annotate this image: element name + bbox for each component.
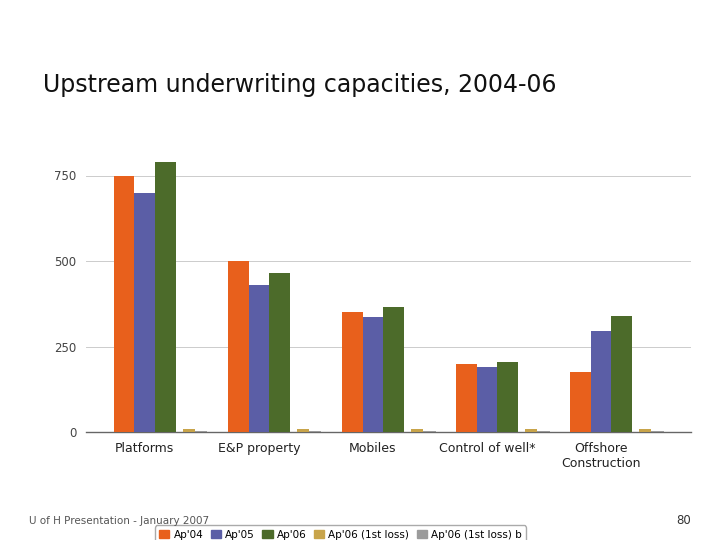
Bar xyxy=(591,331,611,432)
Bar xyxy=(570,372,591,432)
Text: Upstream underwriting capacities, 2004-06: Upstream underwriting capacities, 2004-0… xyxy=(43,73,557,97)
Bar xyxy=(611,316,632,432)
Bar xyxy=(297,429,309,432)
Bar xyxy=(537,430,549,432)
Bar xyxy=(269,273,289,432)
Bar xyxy=(639,429,652,432)
Text: U of H Presentation - January 2007: U of H Presentation - January 2007 xyxy=(29,516,209,526)
Text: on: on xyxy=(667,11,713,44)
Legend: Ap'04, Ap'05, Ap'06, Ap'06 (1st loss), Ap'06 (1st loss) b: Ap'04, Ap'05, Ap'06, Ap'06 (1st loss), A… xyxy=(155,525,526,540)
Bar xyxy=(342,312,363,432)
Bar xyxy=(498,362,518,432)
Bar xyxy=(423,430,436,432)
Bar xyxy=(309,430,321,432)
Bar xyxy=(411,429,423,432)
Bar xyxy=(363,318,383,432)
Text: A: A xyxy=(660,11,686,44)
Bar xyxy=(228,261,248,432)
Bar xyxy=(525,429,537,432)
Bar xyxy=(195,430,207,432)
Bar xyxy=(155,162,176,432)
Text: 80: 80 xyxy=(677,514,691,526)
Bar xyxy=(383,307,404,432)
Bar xyxy=(248,285,269,432)
Bar xyxy=(456,363,477,432)
Bar xyxy=(183,429,195,432)
Bar xyxy=(477,367,498,432)
Bar xyxy=(135,193,155,432)
Bar xyxy=(114,176,135,432)
Bar xyxy=(652,430,664,432)
